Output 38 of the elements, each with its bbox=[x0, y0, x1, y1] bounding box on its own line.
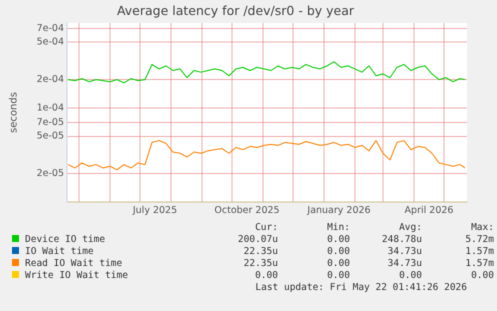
text: 0.00 bbox=[398, 270, 422, 282]
legend-label: IO Wait time bbox=[24, 246, 95, 258]
text: 0.00 bbox=[470, 270, 494, 282]
text: 0.00 bbox=[326, 246, 350, 258]
text: 34.73u bbox=[386, 246, 422, 258]
text: 1.57m bbox=[464, 258, 494, 270]
text: 22.35u bbox=[242, 246, 278, 258]
x-tick-label: July 2025 bbox=[132, 205, 178, 216]
text: 0.00 bbox=[326, 234, 350, 246]
legend-label: Write IO Wait time bbox=[24, 270, 128, 282]
y-tick-label: 5e-05 bbox=[36, 130, 64, 142]
text: 200.07u bbox=[236, 234, 278, 246]
text: Last update: Fri May 22 01:41:26 2026 bbox=[255, 282, 467, 293]
x-tick-label: January 2026 bbox=[306, 205, 371, 216]
legend-label: Device IO time bbox=[24, 234, 106, 246]
text: Max: bbox=[470, 222, 494, 234]
text: 34.73u bbox=[386, 258, 422, 270]
text: 22.35u bbox=[242, 258, 278, 270]
text: 0.00 bbox=[326, 270, 350, 282]
y-tick-label: 5e-04 bbox=[36, 36, 64, 48]
text: Avg: bbox=[398, 222, 422, 234]
y-axis-title: seconds bbox=[8, 92, 20, 133]
legend-label: Read IO Wait time bbox=[24, 258, 124, 270]
y-tick-label: 2e-05 bbox=[36, 168, 64, 180]
text: 1.57m bbox=[464, 246, 494, 258]
text: Min: bbox=[326, 222, 350, 234]
chart-title: Average latency for /dev/sr0 - by year bbox=[116, 2, 355, 18]
y-tick-label: 7e-04 bbox=[36, 22, 64, 34]
text: 5.72m bbox=[464, 234, 494, 246]
text: 0.00 bbox=[326, 258, 350, 270]
text: 248.78u bbox=[380, 234, 422, 246]
y-tick-label: 1e-04 bbox=[36, 102, 64, 114]
y-tick-label: 7e-05 bbox=[36, 116, 64, 128]
x-tick-label: October 2025 bbox=[214, 205, 280, 216]
text: 0.00 bbox=[254, 270, 278, 282]
text: Cur: bbox=[254, 222, 278, 234]
x-tick-label: April 2026 bbox=[404, 205, 454, 216]
y-tick-label: 2e-04 bbox=[36, 74, 64, 86]
